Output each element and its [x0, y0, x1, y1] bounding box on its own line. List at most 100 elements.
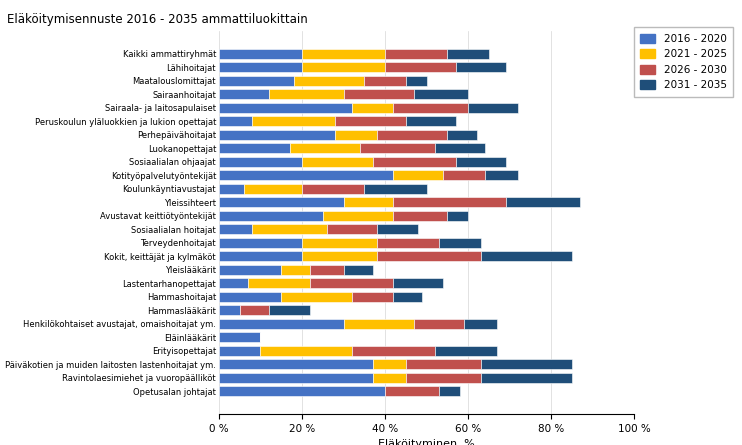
- Bar: [439, 386, 460, 396]
- Bar: [219, 346, 260, 356]
- Bar: [219, 210, 323, 221]
- Bar: [377, 224, 418, 235]
- Bar: [372, 157, 456, 167]
- Bar: [219, 116, 252, 126]
- Bar: [302, 251, 377, 261]
- Bar: [248, 278, 310, 288]
- Bar: [219, 251, 302, 261]
- X-axis label: Eläköityminen, %: Eläköityminen, %: [378, 439, 475, 445]
- Bar: [252, 224, 327, 235]
- Bar: [439, 238, 481, 248]
- Bar: [464, 319, 497, 329]
- Bar: [481, 251, 572, 261]
- Bar: [344, 319, 414, 329]
- Bar: [406, 373, 481, 383]
- Bar: [352, 292, 393, 302]
- Bar: [219, 359, 372, 369]
- Bar: [344, 89, 414, 99]
- Bar: [294, 76, 364, 86]
- Bar: [260, 346, 352, 356]
- Bar: [377, 251, 481, 261]
- Bar: [364, 76, 406, 86]
- Bar: [281, 292, 352, 302]
- Bar: [393, 103, 468, 113]
- Bar: [219, 76, 294, 86]
- Bar: [344, 197, 393, 207]
- Bar: [393, 210, 447, 221]
- Bar: [219, 157, 302, 167]
- Bar: [335, 116, 406, 126]
- Bar: [377, 129, 447, 140]
- Bar: [219, 103, 352, 113]
- Bar: [323, 210, 393, 221]
- Bar: [244, 184, 302, 194]
- Bar: [302, 49, 385, 59]
- Bar: [302, 238, 377, 248]
- Bar: [302, 184, 364, 194]
- Bar: [485, 170, 518, 180]
- Bar: [252, 116, 335, 126]
- Bar: [344, 265, 372, 275]
- Bar: [364, 184, 427, 194]
- Bar: [385, 49, 447, 59]
- Bar: [393, 197, 505, 207]
- Bar: [435, 346, 497, 356]
- Bar: [219, 265, 281, 275]
- Bar: [219, 49, 302, 59]
- Bar: [219, 224, 252, 235]
- Bar: [393, 292, 422, 302]
- Bar: [414, 89, 468, 99]
- Bar: [393, 278, 443, 288]
- Bar: [447, 129, 476, 140]
- Bar: [352, 346, 435, 356]
- Bar: [219, 184, 244, 194]
- Bar: [281, 265, 310, 275]
- Bar: [468, 103, 518, 113]
- Bar: [447, 210, 468, 221]
- Bar: [219, 373, 372, 383]
- Bar: [269, 89, 344, 99]
- Bar: [481, 359, 572, 369]
- Text: Eläköitymisennuste 2016 - 2035 ammattiluokittain: Eläköitymisennuste 2016 - 2035 ammattilu…: [7, 13, 308, 26]
- Bar: [219, 129, 335, 140]
- Bar: [219, 292, 281, 302]
- Bar: [377, 238, 439, 248]
- Bar: [414, 319, 464, 329]
- Legend: 2016 - 2020, 2021 - 2025, 2026 - 2030, 2031 - 2035: 2016 - 2020, 2021 - 2025, 2026 - 2030, 2…: [634, 28, 733, 97]
- Bar: [481, 373, 572, 383]
- Bar: [352, 103, 393, 113]
- Bar: [219, 238, 302, 248]
- Bar: [443, 170, 485, 180]
- Bar: [219, 386, 385, 396]
- Bar: [393, 170, 443, 180]
- Bar: [240, 305, 269, 316]
- Bar: [219, 332, 260, 342]
- Bar: [219, 305, 240, 316]
- Bar: [302, 62, 385, 72]
- Bar: [447, 49, 489, 59]
- Bar: [335, 129, 377, 140]
- Bar: [219, 62, 302, 72]
- Bar: [219, 170, 393, 180]
- Bar: [456, 157, 505, 167]
- Bar: [385, 386, 439, 396]
- Bar: [302, 157, 372, 167]
- Bar: [385, 62, 456, 72]
- Bar: [219, 143, 289, 153]
- Bar: [505, 197, 580, 207]
- Bar: [406, 359, 481, 369]
- Bar: [406, 116, 456, 126]
- Bar: [219, 278, 248, 288]
- Bar: [327, 224, 377, 235]
- Bar: [269, 305, 310, 316]
- Bar: [360, 143, 435, 153]
- Bar: [435, 143, 485, 153]
- Bar: [310, 265, 344, 275]
- Bar: [219, 89, 269, 99]
- Bar: [406, 76, 427, 86]
- Bar: [372, 359, 406, 369]
- Bar: [219, 197, 344, 207]
- Bar: [456, 62, 505, 72]
- Bar: [289, 143, 360, 153]
- Bar: [310, 278, 393, 288]
